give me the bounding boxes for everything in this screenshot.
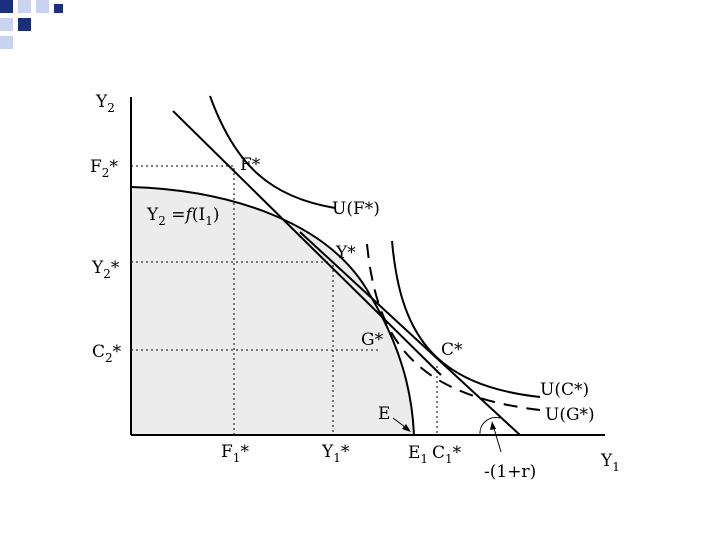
label-e1: E1: [408, 443, 428, 466]
indifference-curve-ug: [366, 243, 541, 411]
corner-square-7: [54, 4, 63, 13]
label-y1-star: Y1*: [321, 442, 350, 465]
indifference-curve-uf: [209, 95, 336, 209]
label-f1-star: F1*: [221, 442, 249, 465]
feasible-region: [131, 187, 414, 435]
ppf-curve: [130, 186, 415, 436]
y-axis-label: Y2: [95, 92, 115, 115]
market-line-f: [172, 110, 442, 376]
arrow-e-head: [402, 424, 411, 432]
corner-square-5: [18, 18, 31, 31]
corner-square-4: [0, 18, 13, 31]
label-point-g-star: G*: [361, 330, 384, 350]
indifference-curve-uc: [391, 240, 541, 398]
label-c1-star: C1*: [432, 443, 462, 466]
label-point-f-star: F*: [240, 155, 261, 175]
label-curve-uf: U(F*): [332, 199, 380, 219]
slope-angle-arc: [479, 417, 501, 436]
label-point-y-star: Y*: [335, 243, 356, 263]
label-f2-star: F2*: [90, 157, 118, 180]
label-c2-star: C2*: [92, 342, 122, 365]
market-line-c: [299, 231, 521, 436]
label-y2-star: Y2*: [91, 258, 120, 281]
label-curve-ug: U(G*): [545, 405, 595, 425]
arrow-slope-head: [490, 421, 496, 430]
corner-square-2: [18, 0, 31, 13]
corner-square-1: [0, 0, 13, 13]
label-curve-uc: U(C*): [540, 380, 589, 400]
corner-square-3: [36, 0, 49, 13]
corner-square-6: [0, 36, 13, 49]
label-slope: -(1+r): [484, 462, 536, 482]
label-point-c-star: C*: [441, 340, 463, 360]
arrow-slope-shaft: [492, 424, 502, 453]
x-axis-label: Y1: [600, 451, 620, 474]
label-point-e: E: [378, 404, 390, 424]
label-ppf-equation: Y2 =f(I1): [146, 205, 219, 228]
